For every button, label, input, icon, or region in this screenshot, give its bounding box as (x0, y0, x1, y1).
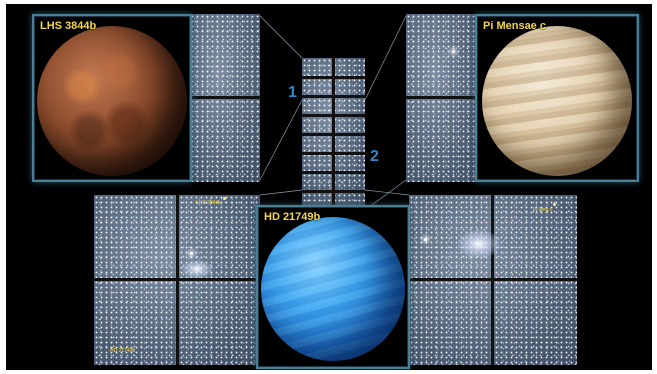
target-marker-lhs (223, 197, 226, 200)
small-magellanic-cloud (182, 260, 212, 278)
center-ccd-gap (302, 95, 365, 98)
inset-lhs-3844b: LHS 3844b (32, 14, 192, 182)
camera-label-2: 2 (370, 148, 379, 165)
inset-title-lhs: LHS 3844b (40, 20, 97, 32)
center-ccd-gap (302, 76, 365, 79)
target-marker-pi (553, 203, 556, 206)
target-label-lhs: LHS 3844b (196, 200, 222, 206)
large-magellanic-cloud (458, 230, 500, 258)
inset-title-pi: Pi Mensae c (483, 20, 546, 32)
inset-title-hd: HD 21749b (264, 211, 321, 223)
center-ccd-gap (302, 114, 365, 117)
bright-star (424, 238, 427, 241)
camera-label-1: 1 (288, 84, 297, 101)
planet-lhs-3844b (37, 26, 187, 176)
ccd-gap (94, 278, 260, 281)
inset-pi-mensae-c: Pi Mensae c (475, 14, 639, 182)
ccd-gap (190, 96, 260, 99)
center-ccd-gap (302, 171, 365, 174)
bright-star (190, 252, 193, 255)
bright-star (452, 50, 455, 53)
planet-pi-mensae-c (482, 26, 632, 176)
target-label-pi: Pi Men c (533, 207, 553, 213)
center-ccd-gap (302, 190, 365, 193)
ccd-gap (406, 96, 476, 99)
planet-hd-21749b (261, 217, 405, 361)
tess-exoplanet-composite: 1 2 LHS 3844b Pi Men c HD 21749b LHS 384… (6, 4, 652, 370)
ccd-gap (409, 278, 577, 281)
connector-lines (259, 15, 410, 211)
inset-hd-21749b: HD 21749b (256, 205, 410, 369)
target-label-hd: HD 21749b (110, 348, 136, 354)
center-ccd-gap (302, 133, 365, 136)
center-ccd-gap (302, 152, 365, 155)
